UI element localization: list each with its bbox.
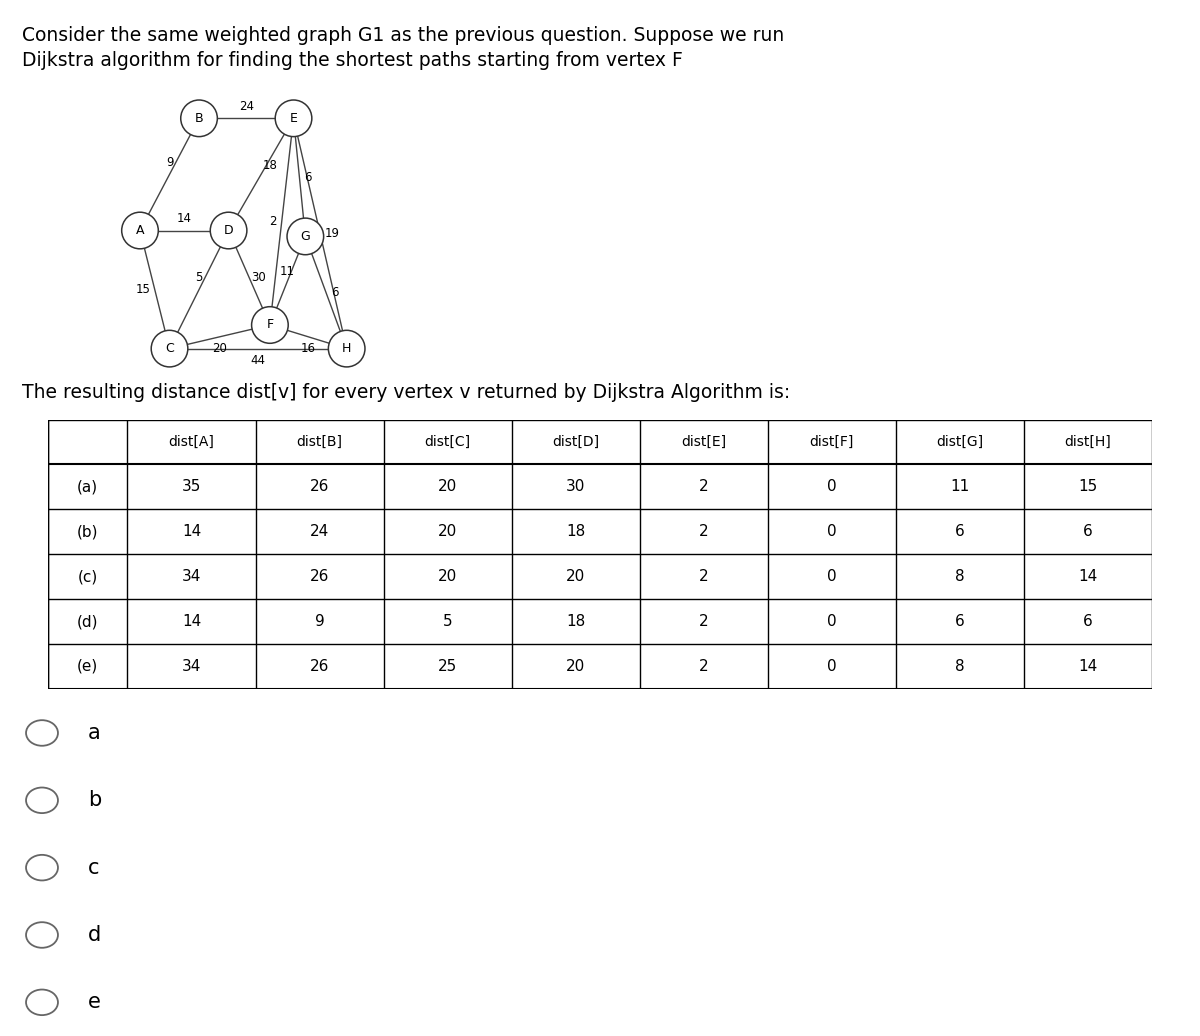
Text: 18: 18 [566, 614, 586, 629]
Text: A: A [136, 224, 144, 237]
Circle shape [275, 100, 312, 137]
Text: 14: 14 [1079, 659, 1098, 674]
Circle shape [151, 330, 188, 367]
Text: 6: 6 [1084, 524, 1093, 540]
Text: 5: 5 [196, 271, 203, 284]
Text: 8: 8 [955, 569, 965, 584]
Text: 34: 34 [182, 569, 202, 584]
Text: 24: 24 [310, 524, 329, 540]
Text: 20: 20 [438, 480, 457, 494]
Text: 20: 20 [438, 569, 457, 584]
Text: 16: 16 [301, 342, 316, 355]
Text: e: e [89, 992, 101, 1012]
Text: b: b [89, 790, 102, 810]
Text: 0: 0 [827, 524, 836, 540]
Text: 26: 26 [310, 569, 329, 584]
Text: F: F [266, 318, 274, 332]
Text: 18: 18 [263, 160, 277, 172]
Text: B: B [194, 112, 203, 124]
Text: 14: 14 [176, 212, 192, 225]
Text: 30: 30 [566, 480, 586, 494]
Text: (d): (d) [77, 614, 98, 629]
Text: (e): (e) [77, 659, 98, 674]
Text: 34: 34 [182, 659, 202, 674]
Text: 24: 24 [239, 100, 253, 113]
Text: 20: 20 [212, 342, 227, 355]
Text: H: H [342, 342, 352, 355]
Text: 6: 6 [955, 524, 965, 540]
Text: 26: 26 [310, 480, 329, 494]
Text: 9: 9 [166, 156, 173, 169]
Text: (b): (b) [77, 524, 98, 540]
Text: 6: 6 [331, 286, 338, 299]
Text: 0: 0 [827, 480, 836, 494]
Circle shape [26, 922, 58, 948]
Text: 2: 2 [698, 659, 708, 674]
Text: 35: 35 [182, 480, 202, 494]
Text: 2: 2 [698, 569, 708, 584]
Circle shape [181, 100, 217, 137]
Text: The resulting distance dist[v] for every vertex v returned by Dijkstra Algorithm: The resulting distance dist[v] for every… [22, 383, 790, 402]
Text: 9: 9 [314, 614, 324, 629]
Circle shape [121, 212, 158, 249]
Text: (a): (a) [77, 480, 98, 494]
Text: 5: 5 [443, 614, 452, 629]
Text: dist[B]: dist[B] [296, 435, 342, 449]
Text: 2: 2 [698, 614, 708, 629]
Text: 2: 2 [698, 480, 708, 494]
Text: c: c [89, 858, 100, 877]
Text: 15: 15 [1079, 480, 1098, 494]
Circle shape [26, 720, 58, 746]
Text: dist[D]: dist[D] [552, 435, 599, 449]
Text: 19: 19 [324, 227, 340, 240]
Text: dist[E]: dist[E] [682, 435, 726, 449]
Circle shape [252, 307, 288, 343]
Text: 2: 2 [698, 524, 708, 540]
Text: dist[A]: dist[A] [168, 435, 215, 449]
Text: a: a [89, 723, 101, 743]
Circle shape [210, 212, 247, 249]
Text: 2: 2 [269, 215, 277, 228]
Text: E: E [289, 112, 298, 124]
Text: 11: 11 [280, 265, 295, 279]
Text: 25: 25 [438, 659, 457, 674]
Text: d: d [89, 925, 102, 945]
Text: 14: 14 [182, 524, 202, 540]
Text: 26: 26 [310, 659, 329, 674]
Text: D: D [223, 224, 233, 237]
Text: 6: 6 [305, 171, 312, 183]
Text: C: C [166, 342, 174, 355]
Text: 44: 44 [251, 354, 265, 367]
Text: 30: 30 [251, 271, 265, 284]
Text: dist[H]: dist[H] [1064, 435, 1111, 449]
Text: dist[F]: dist[F] [810, 435, 854, 449]
Text: 0: 0 [827, 569, 836, 584]
Text: 14: 14 [1079, 569, 1098, 584]
Text: 14: 14 [182, 614, 202, 629]
Circle shape [329, 330, 365, 367]
Text: 6: 6 [1084, 614, 1093, 629]
Text: 15: 15 [136, 283, 150, 296]
Text: 6: 6 [955, 614, 965, 629]
Text: G: G [300, 230, 311, 242]
Text: dist[C]: dist[C] [425, 435, 470, 449]
Text: Consider the same weighted graph G1 as the previous question. Suppose we run: Consider the same weighted graph G1 as t… [22, 26, 784, 45]
Circle shape [26, 787, 58, 813]
Circle shape [26, 989, 58, 1015]
Text: 11: 11 [950, 480, 970, 494]
Text: 0: 0 [827, 659, 836, 674]
Text: 18: 18 [566, 524, 586, 540]
Text: dist[G]: dist[G] [936, 435, 984, 449]
Circle shape [287, 219, 324, 255]
Text: Dijkstra algorithm for finding the shortest paths starting from vertex F: Dijkstra algorithm for finding the short… [22, 51, 683, 69]
Text: (c): (c) [78, 569, 98, 584]
Text: 8: 8 [955, 659, 965, 674]
Circle shape [26, 855, 58, 881]
Text: 20: 20 [438, 524, 457, 540]
Text: 20: 20 [566, 569, 586, 584]
Text: 0: 0 [827, 614, 836, 629]
Text: 20: 20 [566, 659, 586, 674]
